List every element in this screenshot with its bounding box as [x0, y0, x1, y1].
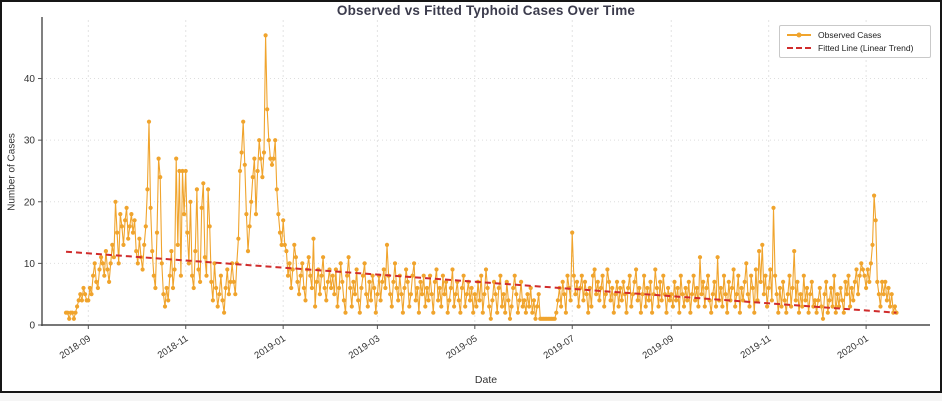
- window-bottom-strip: [0, 393, 942, 401]
- y-tick-label: 0: [29, 321, 35, 332]
- x-tick-label: 2019-07: [542, 333, 577, 361]
- legend-label-observed: Observed Cases: [818, 30, 882, 40]
- fitted-dashed-swatch-icon: [787, 47, 811, 49]
- observed-line-swatch-icon: [787, 31, 811, 39]
- legend: Observed Cases Fitted Line (Linear Trend…: [779, 25, 931, 58]
- y-axis-label: Number of Cases: [6, 133, 18, 211]
- y-tick-label: 20: [24, 197, 36, 208]
- x-axis-label: Date: [474, 374, 498, 386]
- chart-canvas: 2018-09 2018-11 2019-01 2019-03 2019-05 2019-…: [24, 17, 930, 362]
- legend-item-observed: Observed Cases: [787, 30, 923, 40]
- y-tick-label: 30: [24, 136, 36, 147]
- legend-label-fitted: Fitted Line (Linear Trend): [818, 43, 914, 53]
- fitted-trend-line: [65, 250, 897, 314]
- x-tick-label: 2019-05: [444, 333, 479, 361]
- y-tick-label: 10: [24, 259, 36, 270]
- x-tick-label: 2018-09: [58, 333, 93, 361]
- x-tick-label: 2019-11: [739, 333, 774, 361]
- x-tick-label: 2019-03: [347, 333, 382, 361]
- y-tick-label: 40: [24, 74, 36, 85]
- x-tick-label: 2018-11: [156, 333, 191, 361]
- x-tick-label: 2020-01: [836, 333, 871, 361]
- x-tick-label: 2019-01: [253, 333, 288, 361]
- x-tick-label: 2019-09: [641, 333, 676, 361]
- chart-title: Observed vs Fitted Typhoid Cases Over Ti…: [336, 3, 636, 18]
- legend-item-fitted: Fitted Line (Linear Trend): [787, 43, 923, 53]
